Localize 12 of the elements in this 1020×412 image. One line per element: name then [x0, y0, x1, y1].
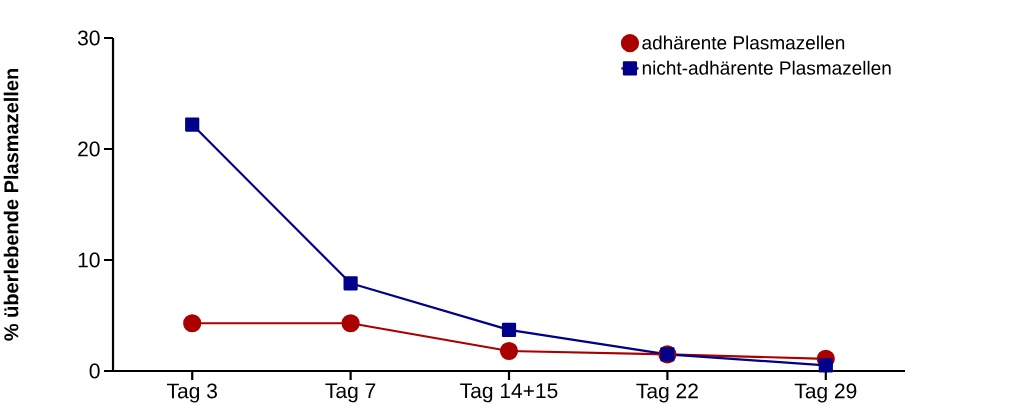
x-tick-label: Tag 29 [794, 383, 857, 403]
x-tick-label: Tag 3 [167, 383, 217, 403]
legend-label: nicht-adhärente Plasmazellen [642, 60, 891, 75]
y-tick-label: 20 [78, 141, 100, 157]
y-tick-label: 30 [77, 30, 100, 46]
x-tick-label: Tag 22 [636, 383, 698, 403]
y-axis-title: % überlebende Plasmazellen [3, 69, 19, 341]
legend-label: adhärente Plasmazellen [642, 35, 845, 50]
y-tick-label: 0 [89, 363, 100, 379]
x-tick-label: Tag 14+15 [460, 383, 558, 403]
y-tick-label: 10 [78, 252, 100, 268]
x-tick-label: Tag 7 [325, 383, 376, 403]
